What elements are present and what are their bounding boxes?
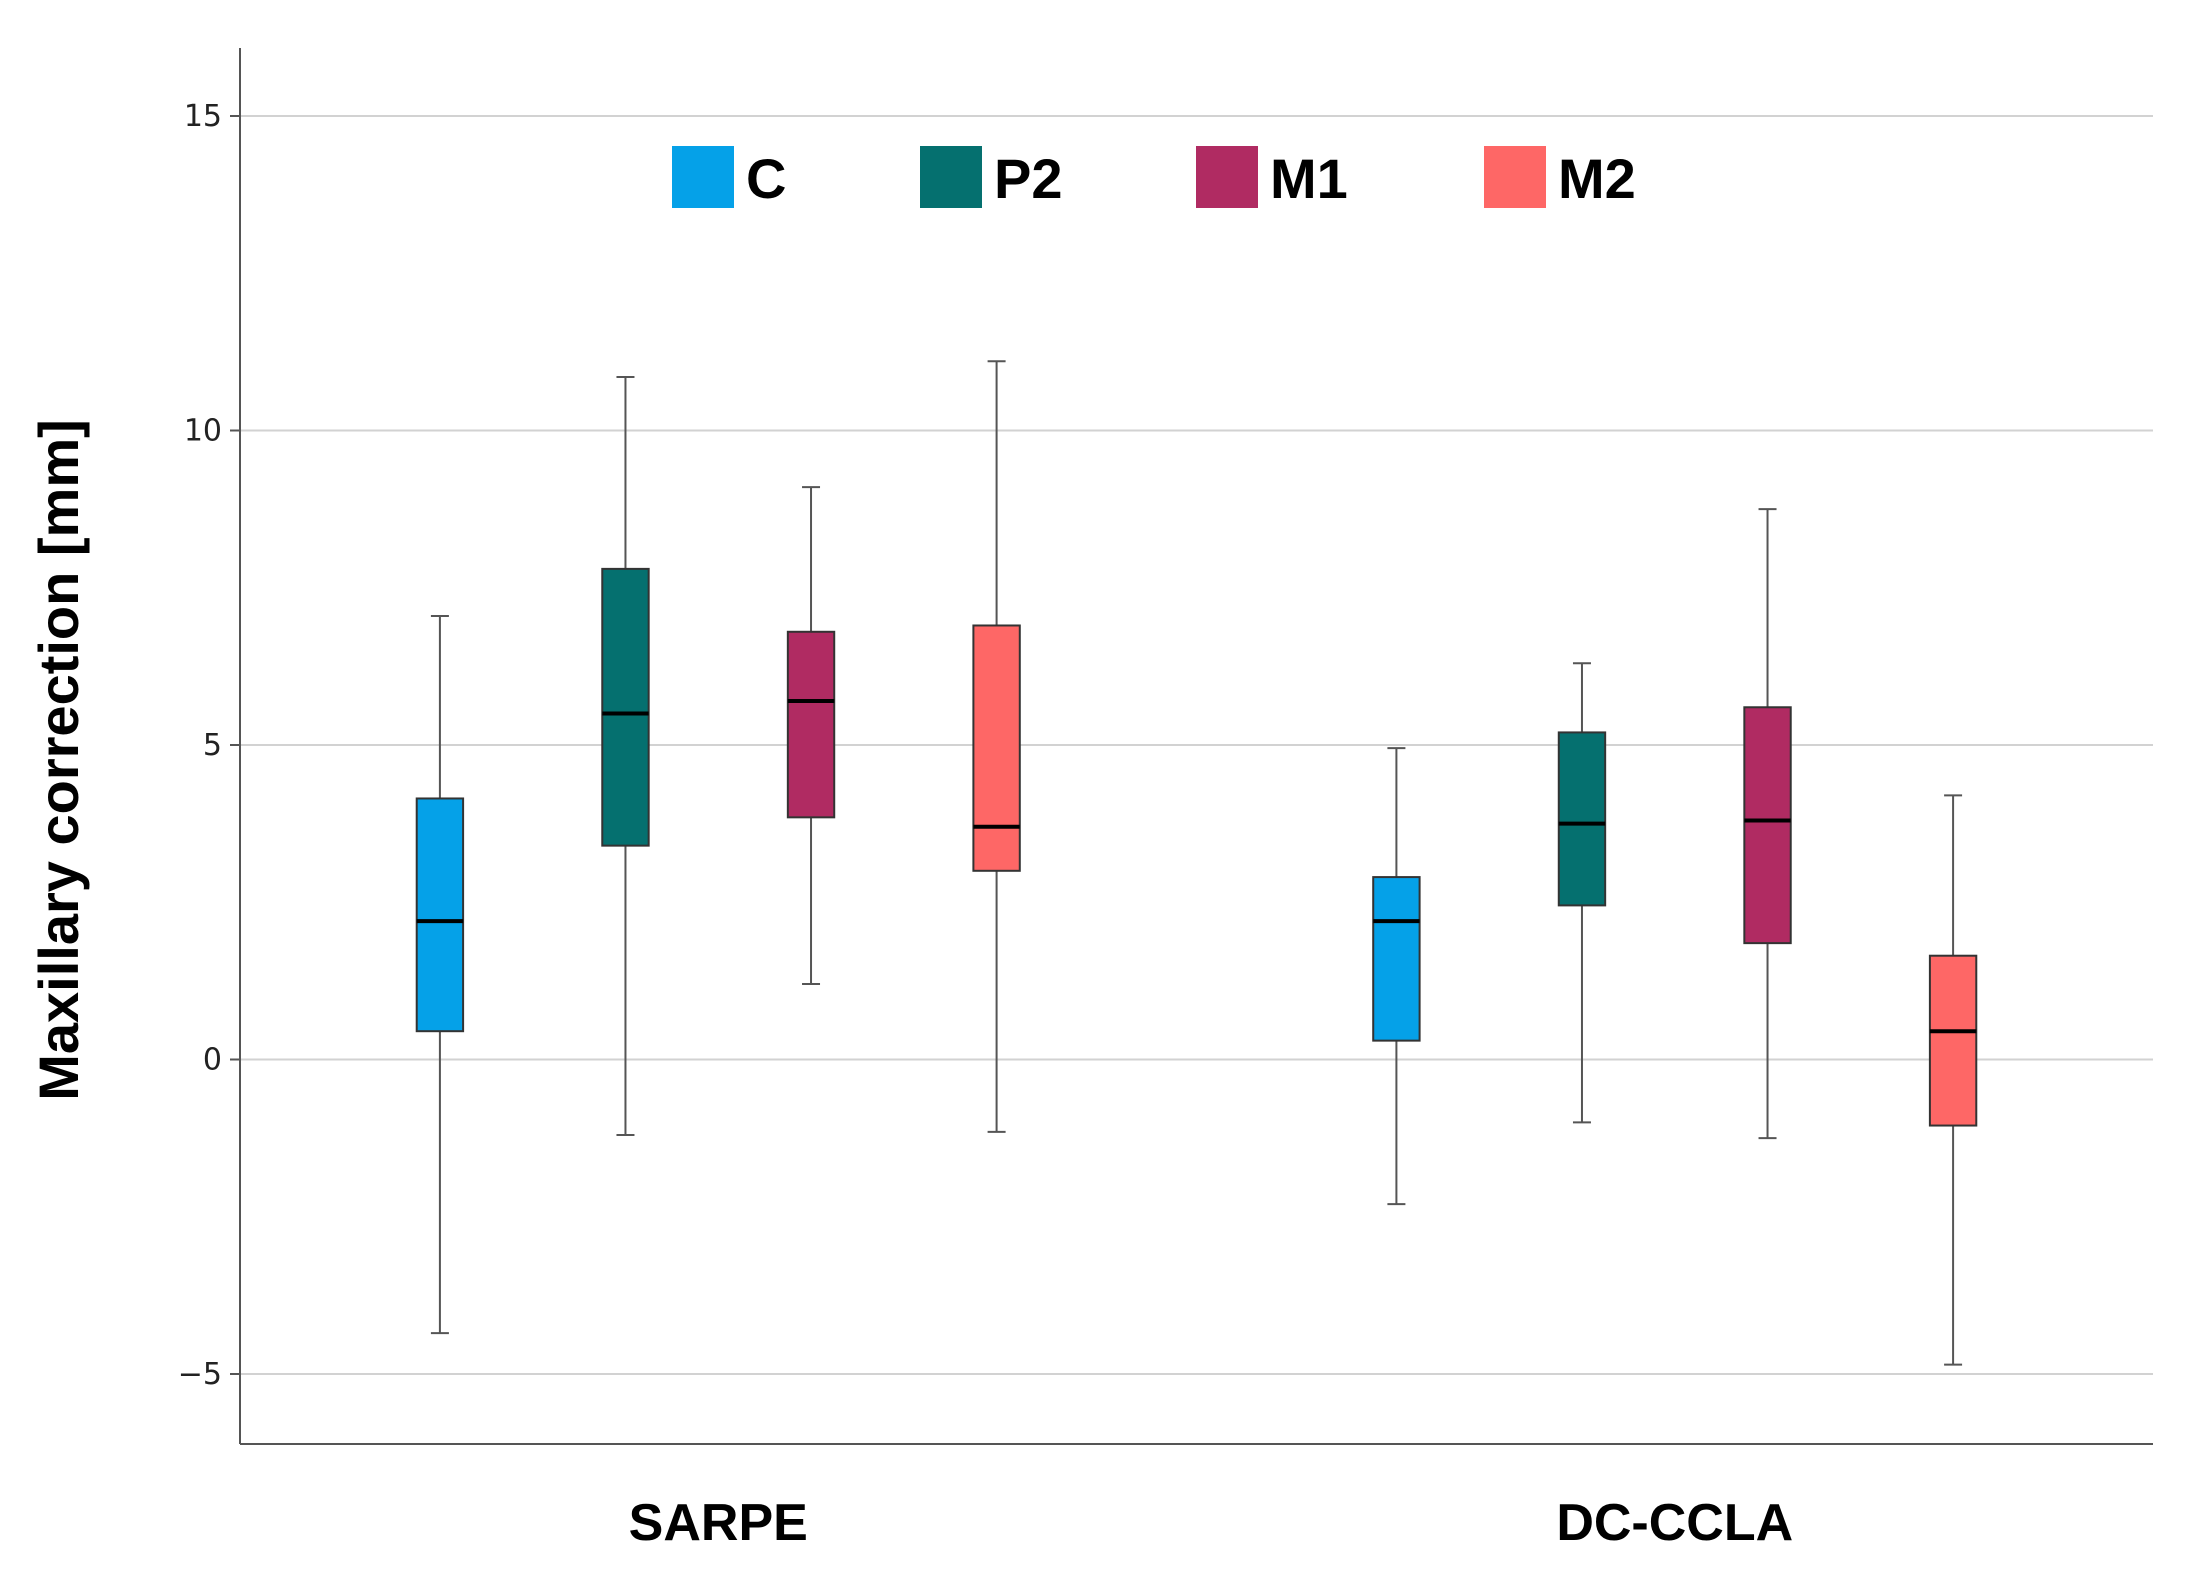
legend: C P2 M1 M2 [672,146,1636,210]
labels-layer: Maxillary correction [mm] SARPE DC-CCLA [27,419,1793,1552]
y-tick-label: 10 [184,414,222,449]
y-tick-label: 15 [184,99,222,134]
y-axis-label: Maxillary correction [mm] [27,419,90,1101]
legend-label: P2 [994,147,1063,210]
box-c-dc-ccla [1372,747,1421,1206]
x-category-label: DC-CCLA [1556,1494,1793,1552]
box-iqr [1372,876,1421,1042]
boxes-layer [415,360,1978,1366]
box-m2-dc-ccla [1928,794,1978,1366]
box-iqr [415,797,465,1033]
legend-item-p2: P2 [920,146,1063,210]
legend-item-m2: M2 [1484,146,1636,210]
y-tick-label: −5 [178,1357,222,1392]
box-p2-dc-ccla [1557,662,1607,1124]
y-tick-label: 0 [203,1043,222,1078]
grid-layer [240,115,2153,1375]
axes-layer: −5 0 5 10 15 [178,48,2153,1445]
box-c-sarpe [415,615,465,1335]
box-p2-sarpe [601,376,650,1136]
legend-label: M1 [1270,147,1348,210]
box-iqr [1928,954,1978,1127]
box-m1-dc-ccla [1743,508,1792,1140]
box-iqr [786,630,836,819]
box-iqr [1557,731,1607,907]
legend-label: C [746,147,786,210]
legend-item-c: C [672,146,786,210]
box-m1-sarpe [786,486,836,986]
box-iqr [601,567,650,847]
legend-item-m1: M1 [1196,146,1348,210]
y-tick-label: 5 [203,728,222,763]
box-iqr [972,624,1021,872]
box-m2-sarpe [972,360,1021,1133]
x-category-label: SARPE [629,1494,808,1552]
legend-swatch [1196,146,1258,208]
legend-label: M2 [1558,147,1636,210]
box-iqr [1743,706,1792,945]
legend-swatch [1484,146,1546,208]
legend-swatch [672,146,734,208]
legend-swatch [920,146,982,208]
